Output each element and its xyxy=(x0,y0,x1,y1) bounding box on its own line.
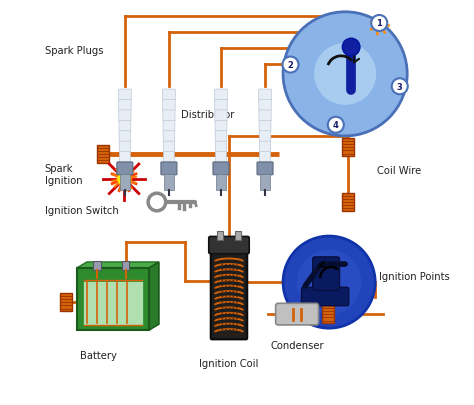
FancyBboxPatch shape xyxy=(118,100,131,111)
FancyBboxPatch shape xyxy=(119,142,130,153)
FancyBboxPatch shape xyxy=(119,152,130,163)
Bar xyxy=(260,175,270,190)
Text: Ignition Switch: Ignition Switch xyxy=(45,205,118,215)
FancyBboxPatch shape xyxy=(164,142,174,153)
FancyBboxPatch shape xyxy=(161,162,177,175)
FancyBboxPatch shape xyxy=(215,90,228,101)
FancyBboxPatch shape xyxy=(259,131,271,143)
FancyBboxPatch shape xyxy=(117,162,133,175)
Bar xyxy=(120,175,130,190)
FancyBboxPatch shape xyxy=(259,111,271,122)
Circle shape xyxy=(283,58,299,73)
Circle shape xyxy=(342,39,360,57)
Text: 2: 2 xyxy=(288,61,293,70)
Text: Ignition Coil: Ignition Coil xyxy=(199,358,259,368)
FancyBboxPatch shape xyxy=(163,121,175,132)
FancyBboxPatch shape xyxy=(163,111,175,122)
Circle shape xyxy=(392,79,408,95)
FancyBboxPatch shape xyxy=(119,121,131,132)
FancyBboxPatch shape xyxy=(163,100,175,111)
Text: Condenser: Condenser xyxy=(270,340,324,350)
FancyBboxPatch shape xyxy=(211,249,247,339)
Circle shape xyxy=(117,172,131,187)
FancyBboxPatch shape xyxy=(77,269,149,330)
Polygon shape xyxy=(149,262,159,330)
FancyBboxPatch shape xyxy=(259,142,271,153)
Bar xyxy=(164,175,174,190)
FancyBboxPatch shape xyxy=(209,237,249,254)
FancyBboxPatch shape xyxy=(259,90,272,101)
FancyBboxPatch shape xyxy=(260,152,271,163)
Circle shape xyxy=(328,117,344,133)
FancyBboxPatch shape xyxy=(259,121,271,132)
Bar xyxy=(217,232,223,241)
Bar xyxy=(122,261,129,270)
FancyBboxPatch shape xyxy=(215,111,227,122)
Text: 4: 4 xyxy=(333,121,339,130)
FancyBboxPatch shape xyxy=(215,142,227,153)
Bar xyxy=(342,194,354,211)
FancyBboxPatch shape xyxy=(215,131,227,143)
Text: Battery: Battery xyxy=(81,350,117,360)
Circle shape xyxy=(376,23,383,30)
Circle shape xyxy=(371,16,387,32)
Circle shape xyxy=(314,44,376,106)
Bar xyxy=(93,261,100,270)
FancyBboxPatch shape xyxy=(119,111,131,122)
Text: Spark Plugs: Spark Plugs xyxy=(45,46,103,56)
FancyBboxPatch shape xyxy=(259,100,271,111)
FancyBboxPatch shape xyxy=(163,90,175,101)
Text: Coil Wire: Coil Wire xyxy=(377,166,421,175)
FancyBboxPatch shape xyxy=(215,100,227,111)
FancyBboxPatch shape xyxy=(216,152,227,163)
Circle shape xyxy=(283,13,407,136)
Bar xyxy=(216,175,226,190)
FancyBboxPatch shape xyxy=(276,304,319,325)
Bar xyxy=(235,232,241,241)
Text: Ignition Points: Ignition Points xyxy=(379,271,450,281)
FancyBboxPatch shape xyxy=(164,152,174,163)
Circle shape xyxy=(297,250,361,315)
FancyBboxPatch shape xyxy=(119,131,131,143)
FancyBboxPatch shape xyxy=(163,131,175,143)
Text: Distributor: Distributor xyxy=(181,110,234,119)
FancyBboxPatch shape xyxy=(83,281,143,326)
Bar xyxy=(322,305,334,323)
FancyBboxPatch shape xyxy=(257,162,273,175)
FancyBboxPatch shape xyxy=(118,90,131,101)
Bar xyxy=(60,294,72,311)
Bar xyxy=(342,139,354,157)
Text: 1: 1 xyxy=(376,19,382,28)
FancyBboxPatch shape xyxy=(215,121,227,132)
Bar xyxy=(97,146,109,163)
Text: Spark
Ignition: Spark Ignition xyxy=(45,163,82,186)
Polygon shape xyxy=(77,262,159,269)
FancyBboxPatch shape xyxy=(213,162,229,175)
Text: 3: 3 xyxy=(397,83,402,92)
FancyBboxPatch shape xyxy=(313,257,339,291)
Circle shape xyxy=(283,237,375,328)
FancyBboxPatch shape xyxy=(301,288,349,306)
